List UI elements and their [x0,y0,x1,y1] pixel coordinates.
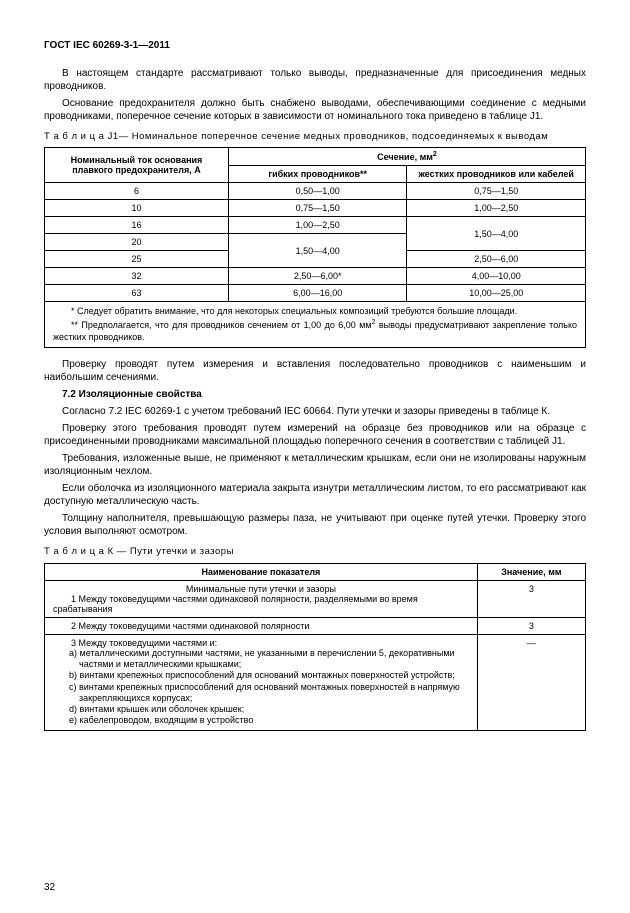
doc-header: ГОСТ IEC 60269-3-1—2011 [44,40,586,51]
cell: 32 [45,268,229,285]
table-j1-caption: Т а б л и ц а J1— Номинальное поперечное… [44,131,586,143]
th-rigid: жестких проводников или кабелей [407,166,586,183]
cell: 10 [45,200,229,217]
cell: 0,75—1,50 [407,183,586,200]
table-j1-notes: * Следует обратить внимание, что для нек… [44,302,586,348]
heading-7-2: 7.2 Изоляционные свойства [44,388,586,401]
cell: 63 [45,285,229,302]
paragraph: В настоящем стандарте рассматривают толь… [44,67,586,93]
th-name: Наименование показателя [45,563,478,580]
cell: 25 [45,251,229,268]
cell: 4,00—10,00 [407,268,586,285]
cell: 1,00—2,50 [228,217,407,234]
paragraph: Требования, изложенные выше, не применяю… [44,452,586,478]
cell: 6,00—16,00 [228,285,407,302]
cell: 1,50—4,00 [407,217,586,251]
cell: 1,50—4,00 [228,234,407,268]
cell: 10,00—25,00 [407,285,586,302]
table-j1: Номинальный ток основания плавкого предо… [44,147,586,302]
paragraph: Проверку проводят путем измерения и вста… [44,358,586,384]
cell: 1,00—2,50 [407,200,586,217]
paragraph: Если оболочка из изоляционного материала… [44,482,586,508]
paragraph: Толщину наполнителя, превышающую размеры… [44,512,586,538]
cell: 0,75—1,50 [228,200,407,217]
cell: 6 [45,183,229,200]
cell: 16 [45,217,229,234]
paragraph: Проверку этого требования проводят путем… [44,422,586,448]
cell: 2,50—6,00* [228,268,407,285]
th-value: Значение, мм [477,563,585,580]
paragraph: Согласно 7.2 IEC 60269-1 с учетом требов… [44,405,586,418]
paragraph: Основание предохранителя должно быть сна… [44,97,586,123]
table-k-caption: Т а б л и ц а К — Пути утечки и зазоры [44,546,586,558]
page-number: 32 [44,882,55,893]
cell: 2 Между токоведущими частями одинаковой … [45,617,478,634]
cell: 3 [477,580,585,617]
cell: — [477,634,585,730]
cell: Минимальные пути утечки и зазоры 1 Между… [45,580,478,617]
th-flex: гибких проводников** [228,166,407,183]
cell: 0,50—1,00 [228,183,407,200]
th-section: Сечение, мм2 [228,148,585,166]
cell: 2,50—6,00 [407,251,586,268]
cell: 20 [45,234,229,251]
th-current: Номинальный ток основания плавкого предо… [45,148,229,183]
cell: 3 Между токоведущими частями и: а) метал… [45,634,478,730]
cell: 3 [477,617,585,634]
table-k: Наименование показателя Значение, мм Мин… [44,563,586,731]
